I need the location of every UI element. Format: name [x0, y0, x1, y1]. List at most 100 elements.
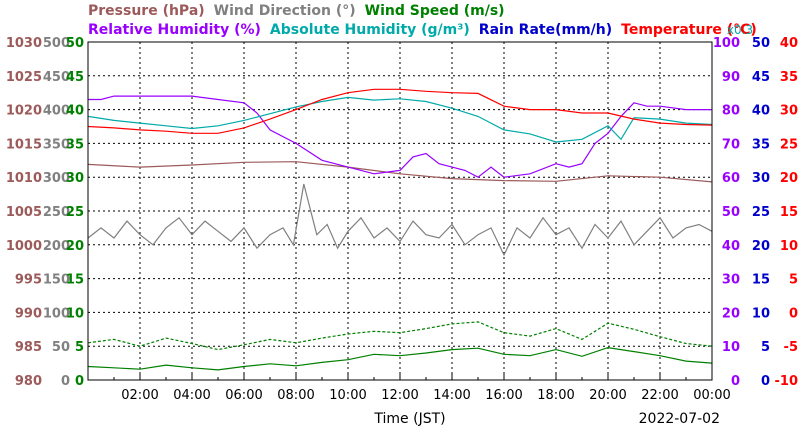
- legend-entry: Wind Direction (°): [214, 3, 356, 19]
- y-tick-label-pressure: 995: [15, 273, 42, 288]
- y-tick-label-rain-rate: 45: [752, 70, 770, 85]
- date-label: 2022-07-02: [639, 411, 720, 427]
- y-tick-label-pressure: 1015: [6, 137, 42, 152]
- series-line-pressure: [87, 161, 713, 183]
- y-tick-label-rain-rate: 5: [761, 340, 770, 355]
- y-tick-label-rain-rate: 10: [752, 306, 770, 321]
- y-tick-label-wind-direction: 150: [43, 273, 70, 288]
- x-tick-label: 04:00: [173, 388, 210, 403]
- y-tick-label-relative-humidity: 40: [722, 239, 740, 254]
- series-line-wind-speed-max: [87, 321, 713, 351]
- y-tick-label-relative-humidity: 90: [722, 70, 740, 85]
- y-tick-label-wind-direction: 500: [43, 36, 70, 51]
- y-tick-label-relative-humidity: 80: [722, 104, 740, 119]
- y-tick-label-rain-rate: 20: [752, 239, 770, 254]
- x-tick-label: 16:00: [485, 388, 522, 403]
- y-tick-label-wind-direction: 50: [52, 340, 70, 355]
- legend-entry: Pressure (hPa): [88, 3, 205, 19]
- y-tick-label-wind-direction: 400: [43, 104, 70, 119]
- x-tick-label: 18:00: [537, 388, 574, 403]
- y-tick-label-temperature: 20: [780, 171, 798, 186]
- x-axis-label: Time (JST): [373, 411, 445, 427]
- y-tick-label-wind-speed: 30: [66, 171, 84, 186]
- multiplier-note: x0.3: [727, 23, 753, 37]
- x-tick-label: 20:00: [589, 388, 626, 403]
- y-tick-label-wind-speed: 10: [66, 306, 84, 321]
- y-tick-label-pressure: 985: [15, 340, 42, 355]
- y-tick-label-wind-direction: 300: [43, 171, 70, 186]
- x-tick-label: 08:00: [277, 388, 314, 403]
- series-line-temperature: [87, 88, 713, 134]
- y-tick-label-wind-speed: 45: [66, 70, 84, 85]
- chart-header: Pressure (hPa) Wind Direction (°) Wind Spe…: [88, 3, 757, 38]
- y-tick-label-relative-humidity: 100: [713, 36, 740, 51]
- y-tick-label-wind-direction: 200: [43, 239, 70, 254]
- y-tick-label-wind-direction: 450: [43, 70, 70, 85]
- axis-labels: 02:00 04:00 06:00 08:00 10:00 12:00 14:00 16:00…: [6, 36, 798, 403]
- y-tick-label-temperature: 5: [789, 273, 798, 288]
- y-tick-label-wind-speed: 25: [66, 205, 84, 220]
- y-tick-label-wind-speed: 40: [66, 104, 84, 119]
- y-tick-label-wind-direction: 250: [43, 205, 70, 220]
- plot-frame: [87, 41, 713, 381]
- y-tick-label-pressure: 1005: [6, 205, 42, 220]
- y-tick-label-temperature: -5: [784, 340, 798, 355]
- y-tick-label-pressure: 1010: [6, 171, 42, 186]
- legend-entry: Absolute Humidity (g/m³): [270, 22, 470, 38]
- series-line-relative-humidity: [88, 95, 712, 178]
- x-tick-label: 06:00: [225, 388, 262, 403]
- y-tick-label-wind-speed: 0: [75, 374, 84, 389]
- x-tick-label: 12:00: [381, 388, 418, 403]
- y-tick-label-rain-rate: 50: [752, 36, 770, 51]
- y-tick-label-pressure: 990: [15, 306, 42, 321]
- y-tick-label-temperature: -10: [775, 374, 799, 389]
- x-tick-label: 14:00: [433, 388, 470, 403]
- y-tick-label-wind-speed: 50: [66, 36, 84, 51]
- y-tick-label-wind-speed: 5: [75, 340, 84, 355]
- y-tick-label-pressure: 1020: [6, 104, 42, 119]
- y-tick-label-relative-humidity: 70: [722, 137, 740, 152]
- y-tick-label-rain-rate: 25: [752, 205, 770, 220]
- y-tick-label-relative-humidity: 30: [722, 273, 740, 288]
- y-tick-label-pressure: 980: [15, 374, 42, 389]
- y-tick-label-rain-rate: 35: [752, 137, 770, 152]
- y-tick-label-relative-humidity: 50: [722, 205, 740, 220]
- y-tick-label-rain-rate: 40: [752, 104, 770, 119]
- y-tick-label-pressure: 1030: [6, 36, 42, 51]
- y-tick-label-temperature: 30: [780, 104, 798, 119]
- y-tick-label-temperature: 15: [780, 205, 798, 220]
- y-tick-label-relative-humidity: 0: [731, 374, 740, 389]
- y-tick-label-pressure: 1025: [6, 70, 42, 85]
- x-tick-label: 10:00: [329, 388, 366, 403]
- x-tick-label: 00:00: [693, 388, 730, 403]
- y-tick-label-rain-rate: 0: [761, 374, 770, 389]
- x-tick-label: 02:00: [121, 388, 158, 403]
- legend-entry: Rain Rate(mm/h): [479, 22, 612, 38]
- series-layer: [87, 88, 713, 371]
- legend-entry: Relative Humidity (%): [88, 22, 261, 38]
- series-line-absolute-humidity: [87, 96, 713, 143]
- y-tick-label-temperature: 25: [780, 137, 798, 152]
- y-tick-label-wind-direction: 350: [43, 137, 70, 152]
- y-tick-label-relative-humidity: 60: [722, 171, 740, 186]
- legend-entry: Wind Speed (m/s): [365, 3, 505, 19]
- y-tick-label-temperature: 0: [789, 306, 798, 321]
- y-tick-label-relative-humidity: 10: [722, 340, 740, 355]
- x-tick-label: 22:00: [641, 388, 678, 403]
- y-tick-label-wind-direction: 0: [61, 374, 70, 389]
- series-line-wind-speed: [87, 346, 713, 371]
- y-tick-label-wind-speed: 35: [66, 137, 84, 152]
- y-tick-label-wind-direction: 100: [43, 306, 70, 321]
- y-tick-label-temperature: 10: [780, 239, 798, 254]
- y-tick-label-temperature: 35: [780, 70, 798, 85]
- plot-border: [87, 41, 713, 381]
- legend-entry: Temperature (°C): [621, 22, 757, 38]
- y-tick-label-temperature: 40: [780, 36, 798, 51]
- y-tick-label-rain-rate: 30: [752, 171, 770, 186]
- y-tick-label-wind-speed: 20: [66, 239, 84, 254]
- y-tick-label-rain-rate: 15: [752, 273, 770, 288]
- grid-lines: [88, 42, 712, 380]
- series-line-wind-direction: [87, 183, 713, 257]
